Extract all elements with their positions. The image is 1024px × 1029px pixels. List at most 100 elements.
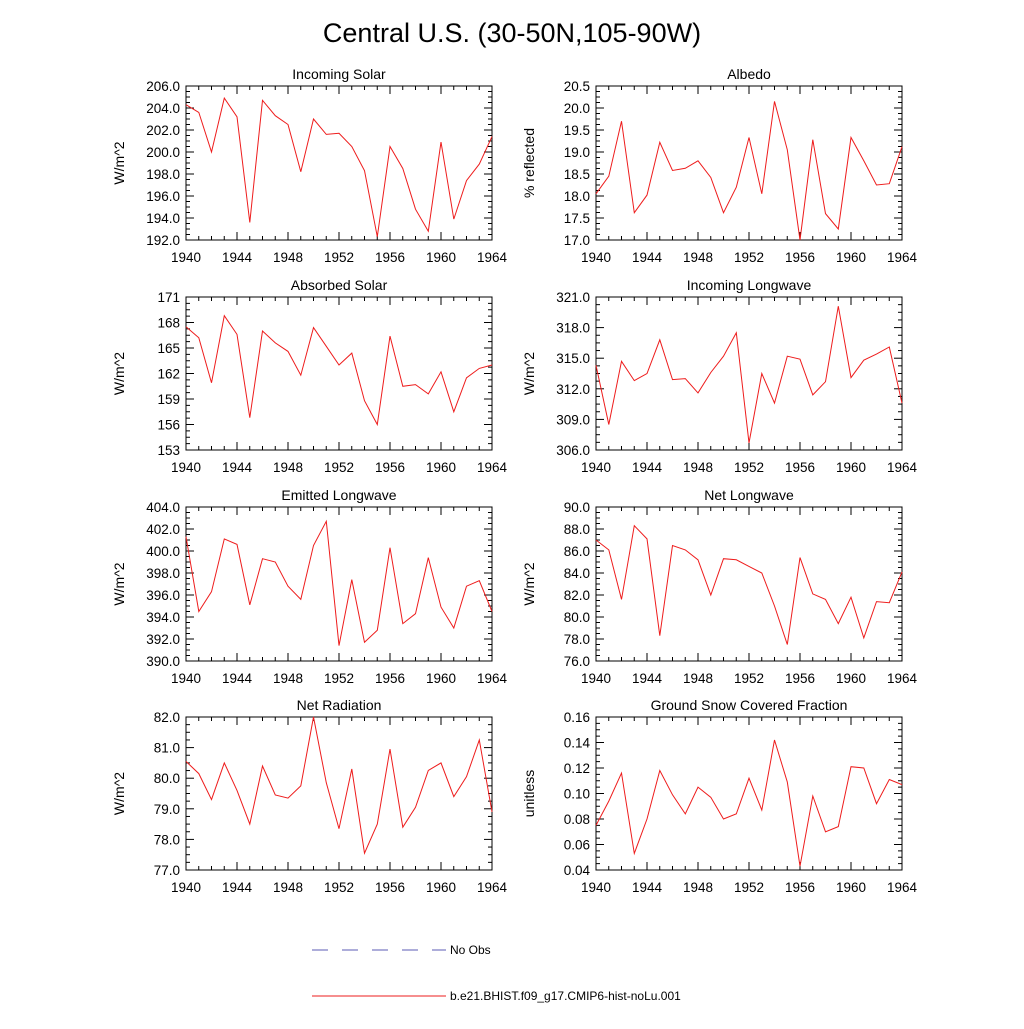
panel-title: Net Longwave [704, 487, 794, 503]
panel-title: Emitted Longwave [281, 487, 396, 503]
y-tick-label: 18.5 [564, 167, 590, 182]
y-tick-label: 394.0 [146, 610, 180, 625]
y-axis-label: W/m^2 [111, 772, 127, 815]
y-axis-label: W/m^2 [111, 141, 127, 184]
x-tick-label: 1952 [324, 250, 354, 265]
y-tick-label: 318.0 [556, 321, 590, 336]
x-tick-label: 1948 [273, 250, 303, 265]
x-tick-label: 1952 [734, 250, 764, 265]
x-tick-label: 1948 [273, 880, 303, 895]
x-tick-label: 1956 [375, 671, 405, 686]
x-tick-label: 1964 [477, 460, 508, 475]
y-tick-label: 315.0 [556, 351, 590, 366]
panel-title: Incoming Solar [292, 66, 386, 82]
y-tick-label: 312.0 [556, 382, 590, 397]
y-tick-label: 90.0 [564, 500, 590, 515]
panel-6: 1940 1944 1948 1952 1956 1960 1964 77.0 78.0 79.0… [111, 697, 508, 895]
x-tick-label: 1940 [581, 250, 611, 265]
x-tick-label: 1952 [324, 460, 354, 475]
y-tick-label: 404.0 [146, 500, 180, 515]
y-tick-label: 0.12 [564, 761, 590, 776]
x-tick-label: 1960 [426, 671, 456, 686]
x-tick-label: 1964 [477, 880, 508, 895]
y-axis-label: W/m^2 [521, 352, 537, 395]
y-tick-label: 81.0 [154, 741, 180, 756]
panel-title: Albedo [727, 66, 771, 82]
series-line [595, 306, 903, 443]
y-tick-label: 171 [157, 290, 180, 305]
series-line [185, 314, 493, 427]
panel-5: 1940 1944 1948 1952 1956 1960 1964 76.0 78.0 80.0… [521, 487, 918, 686]
panel-4: 1940 1944 1948 1952 1956 1960 1964 390.0 392.0 39… [111, 487, 508, 686]
y-tick-label: 86.0 [564, 544, 590, 559]
x-tick-label: 1948 [273, 671, 303, 686]
series-line [185, 519, 493, 646]
y-tick-label: 84.0 [564, 566, 590, 581]
x-tick-label: 1956 [785, 880, 815, 895]
y-tick-label: 0.08 [564, 812, 590, 827]
x-tick-label: 1956 [785, 671, 815, 686]
x-tick-label: 1940 [581, 671, 611, 686]
y-tick-label: 17.5 [564, 211, 590, 226]
x-tick-label: 1960 [836, 880, 866, 895]
x-tick-label: 1940 [171, 671, 201, 686]
x-tick-label: 1940 [581, 460, 611, 475]
x-tick-label: 1948 [683, 880, 713, 895]
panel-0: 1940 1944 1948 1952 1956 1960 1964 192.0 194.0 19… [111, 66, 508, 265]
x-tick-label: 1964 [477, 250, 508, 265]
panel-title: Absorbed Solar [291, 277, 388, 293]
y-tick-label: 78.0 [154, 832, 180, 847]
y-tick-label: 88.0 [564, 522, 590, 537]
y-tick-label: 20.5 [564, 79, 590, 94]
series-line [185, 716, 493, 855]
y-tick-label: 0.06 [564, 838, 590, 853]
x-tick-label: 1948 [273, 460, 303, 475]
plot-frame [185, 716, 493, 871]
y-tick-label: 82.0 [154, 710, 180, 725]
panel-2: 1940 1944 1948 1952 1956 1960 1964 153 156 159 162… [111, 277, 508, 475]
x-tick-label: 1940 [581, 880, 611, 895]
y-tick-label: 80.0 [154, 771, 180, 786]
panel-title: Net Radiation [297, 697, 382, 713]
x-tick-label: 1960 [426, 880, 456, 895]
y-tick-label: 76.0 [564, 654, 590, 669]
y-tick-label: 309.0 [556, 412, 590, 427]
y-tick-label: 162 [157, 367, 180, 382]
y-tick-label: 19.5 [564, 123, 590, 138]
panel-title: Incoming Longwave [687, 277, 812, 293]
x-tick-label: 1952 [734, 671, 764, 686]
y-tick-label: 20.0 [564, 101, 590, 116]
plot-frame [595, 85, 903, 241]
x-tick-label: 1956 [785, 250, 815, 265]
x-tick-label: 1940 [171, 460, 201, 475]
series-line [185, 96, 493, 237]
panel-3: 1940 1944 1948 1952 1956 1960 1964 306.0 309.0 31… [521, 277, 918, 475]
x-tick-label: 1960 [836, 671, 866, 686]
y-tick-label: 400.0 [146, 544, 180, 559]
plot-frame [595, 296, 903, 451]
series-line [595, 101, 903, 241]
x-tick-label: 1944 [632, 880, 663, 895]
y-tick-label: 18.0 [564, 189, 590, 204]
y-tick-label: 156 [157, 418, 180, 433]
x-tick-label: 1956 [375, 460, 405, 475]
y-tick-label: 390.0 [146, 654, 180, 669]
x-tick-label: 1952 [734, 460, 764, 475]
y-tick-label: 0.14 [564, 736, 591, 751]
y-tick-label: 78.0 [564, 632, 590, 647]
y-tick-label: 402.0 [146, 522, 180, 537]
panel-7: 1940 1944 1948 1952 1956 1960 1964 0.04 0.06 0.08… [521, 697, 918, 895]
y-tick-label: 396.0 [146, 588, 180, 603]
y-axis-label: unitless [521, 770, 537, 817]
panel-title: Ground Snow Covered Fraction [651, 697, 848, 713]
y-tick-label: 159 [157, 392, 180, 407]
y-tick-label: 204.0 [146, 101, 180, 116]
y-tick-label: 0.16 [564, 710, 590, 725]
y-tick-label: 202.0 [146, 123, 180, 138]
x-tick-label: 1964 [887, 671, 918, 686]
x-tick-label: 1952 [734, 880, 764, 895]
legend-label: b.e21.BHIST.f09_g17.CMIP6-hist-noLu.001 [450, 989, 681, 1003]
plot-frame [185, 296, 493, 451]
x-tick-label: 1948 [683, 671, 713, 686]
legend-label: No Obs [450, 943, 491, 957]
